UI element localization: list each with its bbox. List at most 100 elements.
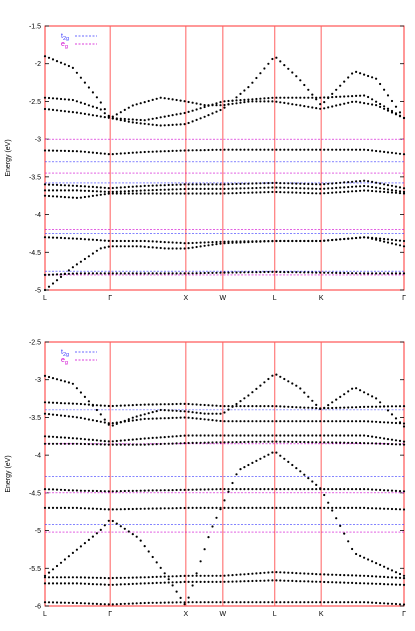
- band-point: [386, 107, 390, 110]
- band-point: [183, 410, 186, 413]
- band-point: [295, 191, 298, 194]
- band-point: [390, 109, 394, 113]
- band-point: [239, 405, 242, 408]
- band-point: [271, 506, 274, 509]
- band-point: [179, 149, 182, 152]
- band-point: [59, 97, 63, 101]
- band-point: [127, 419, 130, 423]
- band-point: [71, 442, 74, 445]
- band-point: [247, 100, 250, 103]
- band-point: [203, 271, 206, 275]
- band-point: [339, 395, 342, 398]
- band-point: [63, 488, 66, 492]
- band-point: [147, 601, 150, 605]
- band-point: [283, 101, 286, 104]
- band-point: [87, 86, 90, 89]
- band-point: [279, 182, 282, 185]
- band-point: [327, 488, 330, 491]
- band-point: [315, 192, 318, 195]
- band-point: [191, 241, 194, 245]
- band-point: [131, 507, 134, 511]
- band-point: [239, 506, 242, 509]
- band-point: [91, 576, 94, 579]
- band-point: [187, 110, 190, 113]
- band-point: [367, 582, 370, 585]
- band-point: [103, 418, 106, 421]
- band-point: [335, 420, 338, 423]
- band-point: [223, 601, 226, 604]
- band-point: [51, 576, 55, 579]
- band-point: [71, 582, 74, 585]
- band-point: [119, 186, 122, 189]
- band-point: [123, 239, 126, 243]
- band-point: [127, 418, 130, 421]
- band-point: [279, 506, 282, 509]
- band-point: [119, 117, 122, 120]
- band-point: [227, 441, 230, 444]
- band-point: [375, 186, 378, 189]
- band-point: [295, 434, 298, 437]
- band-point: [175, 149, 178, 152]
- band-point: [199, 506, 202, 509]
- band-point: [47, 582, 51, 585]
- band-point: [199, 245, 202, 248]
- band-point: [235, 187, 238, 190]
- band-point: [315, 403, 318, 406]
- band-point: [171, 114, 174, 117]
- band-point: [115, 421, 118, 424]
- band-point: [339, 191, 342, 194]
- band-point: [383, 602, 386, 605]
- band-point: [143, 184, 146, 187]
- band-point: [127, 120, 130, 123]
- band-point: [295, 103, 298, 106]
- band-point: [199, 272, 202, 275]
- band-point: [335, 601, 338, 604]
- band-point: [103, 421, 106, 424]
- band-point: [59, 506, 63, 509]
- band-point: [107, 187, 110, 190]
- band-point: [227, 408, 230, 411]
- band-point: [371, 395, 374, 398]
- band-point: [247, 86, 250, 89]
- band-series: [43, 571, 406, 580]
- band-point: [331, 96, 334, 99]
- band-point: [127, 239, 130, 243]
- band-point: [235, 96, 238, 99]
- band-point: [175, 183, 178, 186]
- band-point: [175, 272, 178, 275]
- band-point: [219, 187, 222, 190]
- band-point: [43, 107, 47, 111]
- band-point: [299, 96, 302, 99]
- band-series: [43, 55, 406, 127]
- band-point: [159, 581, 162, 584]
- band-point: [227, 271, 230, 274]
- band-point: [139, 507, 142, 510]
- band-point: [171, 409, 174, 412]
- band-point: [51, 568, 55, 571]
- band-point: [195, 441, 198, 444]
- band-point: [67, 184, 70, 187]
- band-point: [179, 112, 182, 115]
- band-point: [143, 245, 146, 248]
- band-point: [351, 434, 354, 437]
- band-point: [91, 419, 94, 422]
- band-point: [131, 118, 134, 121]
- band-point: [87, 489, 90, 492]
- band-point: [331, 420, 334, 423]
- band-point: [219, 240, 222, 243]
- band-point: [155, 403, 158, 406]
- band-point: [131, 121, 134, 124]
- band-point: [207, 536, 210, 539]
- band-point: [398, 239, 402, 242]
- band-point: [59, 582, 63, 585]
- band-point: [394, 443, 398, 446]
- band-point: [371, 560, 374, 563]
- band-point: [119, 576, 122, 580]
- band-point: [235, 580, 238, 583]
- band-point: [259, 240, 262, 243]
- band-point: [367, 507, 370, 510]
- band-point: [63, 380, 66, 383]
- band-point: [319, 506, 322, 509]
- band-point: [355, 94, 358, 97]
- band-point: [251, 440, 254, 443]
